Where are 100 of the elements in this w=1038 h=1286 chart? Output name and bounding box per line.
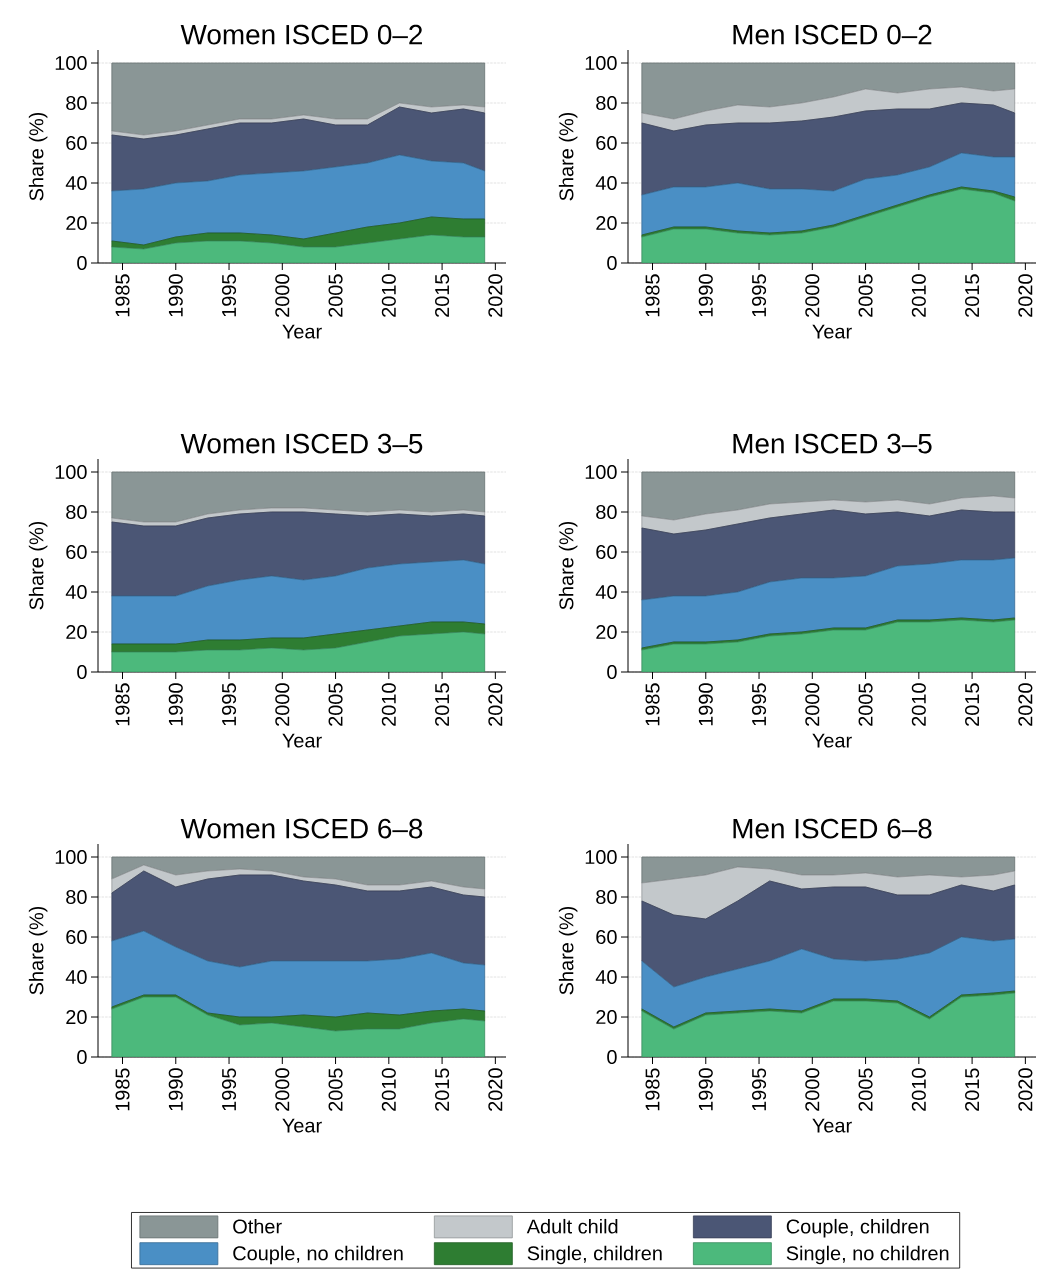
y-axis-title: Share (%)	[558, 906, 578, 995]
y-tick-label: 40	[595, 969, 617, 985]
x-tick-label: 2005	[328, 274, 343, 317]
x-axis-title: Year	[282, 1118, 322, 1133]
legend-label: Single, children	[527, 1245, 662, 1265]
chart-title: Men ISCED 3–5	[733, 433, 932, 454]
y-tick-label: 100	[55, 464, 87, 480]
x-tick-label: 2010	[381, 274, 396, 317]
x-tick-label: 2000	[805, 274, 820, 317]
y-tick-label: 80	[66, 95, 87, 111]
x-tick-label: 2015	[435, 274, 450, 317]
y-tick-label: 80	[66, 504, 87, 520]
x-tick-label: 2000	[275, 1068, 290, 1111]
y-tick-label: 40	[65, 584, 87, 600]
y-tick-label: 0	[77, 664, 87, 680]
x-tick-label: 1995	[221, 1068, 237, 1111]
x-tick-label: 1985	[645, 683, 660, 726]
y-tick-label: 20	[66, 624, 87, 640]
y-tick-label: 0	[607, 1049, 617, 1065]
x-tick-label: 1995	[751, 274, 767, 317]
y-tick-label: 60	[66, 544, 87, 560]
chart-title: Men ISCED 0–2	[733, 24, 932, 45]
legend-label: Couple, no children	[233, 1245, 403, 1265]
chart-title: Women ISCED 3–5	[180, 433, 423, 454]
x-tick-label: 1995	[221, 683, 237, 726]
x-tick-label: 2010	[381, 1068, 396, 1111]
x-tick-label: 1985	[645, 1068, 660, 1111]
x-tick-label: 2020	[488, 274, 503, 317]
y-tick-label: 60	[66, 929, 87, 945]
x-tick-label: 2005	[858, 1068, 873, 1111]
x-tick-label: 2015	[435, 1068, 450, 1111]
x-tick-label: 2005	[328, 683, 343, 726]
y-tick-label: 40	[65, 175, 87, 191]
x-tick-label: 2000	[805, 683, 820, 726]
y-axis-title: Share (%)	[28, 906, 48, 995]
x-tick-label: 2000	[275, 683, 290, 726]
x-tick-label: 2015	[435, 683, 450, 726]
y-tick-label: 80	[66, 889, 87, 905]
y-tick-label: 80	[596, 504, 617, 520]
x-axis-title: Year	[282, 324, 322, 339]
y-tick-label: 100	[585, 464, 617, 480]
y-tick-label: 40	[65, 969, 87, 985]
y-tick-label: 20	[596, 1009, 617, 1025]
y-axis-title: Share (%)	[28, 521, 48, 610]
x-tick-label: 2020	[1018, 274, 1033, 317]
legend-label: Adult child	[526, 1218, 618, 1234]
x-tick-label: 1990	[168, 274, 183, 317]
y-tick-label: 20	[66, 1009, 87, 1025]
legend-label: Single, no children	[786, 1245, 949, 1265]
x-tick-label: 2005	[328, 1068, 343, 1111]
x-axis-title: Year	[812, 1118, 852, 1133]
x-axis-title: Year	[812, 324, 852, 339]
x-tick-label: 1990	[698, 683, 713, 726]
y-tick-label: 0	[607, 664, 617, 680]
y-tick-label: 0	[77, 255, 87, 271]
x-tick-label: 1995	[221, 274, 237, 317]
x-tick-label: 2015	[965, 1068, 980, 1111]
x-tick-label: 2015	[965, 274, 980, 317]
x-tick-label: 2020	[1018, 683, 1033, 726]
x-tick-label: 2020	[488, 1068, 503, 1111]
x-tick-label: 2000	[805, 1068, 820, 1111]
x-tick-label: 2020	[1018, 1068, 1033, 1111]
chart-title: Women ISCED 6–8	[180, 818, 423, 839]
legend-label: Couple, children	[786, 1218, 929, 1238]
x-tick-label: 2010	[911, 1068, 926, 1111]
y-tick-label: 40	[595, 175, 617, 191]
chart-title: Women ISCED 0–2	[180, 24, 423, 45]
y-tick-label: 60	[596, 135, 617, 151]
x-tick-label: 1985	[115, 1068, 130, 1111]
y-tick-label: 60	[596, 544, 617, 560]
x-tick-label: 2020	[488, 683, 503, 726]
y-axis-title: Share (%)	[558, 112, 578, 201]
x-tick-label: 2010	[911, 274, 926, 317]
x-tick-label: 2005	[858, 274, 873, 317]
y-axis-title: Share (%)	[28, 112, 48, 201]
x-tick-label: 1990	[698, 274, 713, 317]
y-tick-label: 0	[607, 255, 617, 271]
y-tick-label: 100	[585, 849, 617, 865]
x-axis-title: Year	[812, 733, 852, 748]
x-tick-label: 1985	[115, 683, 130, 726]
y-tick-label: 20	[596, 624, 617, 640]
y-tick-label: 40	[595, 584, 617, 600]
y-tick-label: 100	[55, 55, 87, 71]
y-axis-title: Share (%)	[558, 521, 578, 610]
y-tick-label: 20	[66, 215, 87, 231]
x-tick-label: 1990	[168, 683, 183, 726]
chart-title: Men ISCED 6–8	[733, 818, 932, 839]
x-tick-label: 1990	[698, 1068, 713, 1111]
x-tick-label: 1995	[751, 1068, 767, 1111]
x-tick-label: 1990	[168, 1068, 183, 1111]
x-tick-label: 1985	[115, 274, 130, 317]
x-tick-label: 2010	[911, 683, 926, 726]
x-tick-label: 1985	[645, 274, 660, 317]
x-tick-label: 2005	[858, 683, 873, 726]
y-tick-label: 60	[596, 929, 617, 945]
y-tick-label: 60	[66, 135, 87, 151]
x-axis-title: Year	[282, 733, 322, 748]
x-tick-label: 2010	[381, 683, 396, 726]
y-tick-label: 0	[77, 1049, 87, 1065]
y-tick-label: 80	[596, 889, 617, 905]
